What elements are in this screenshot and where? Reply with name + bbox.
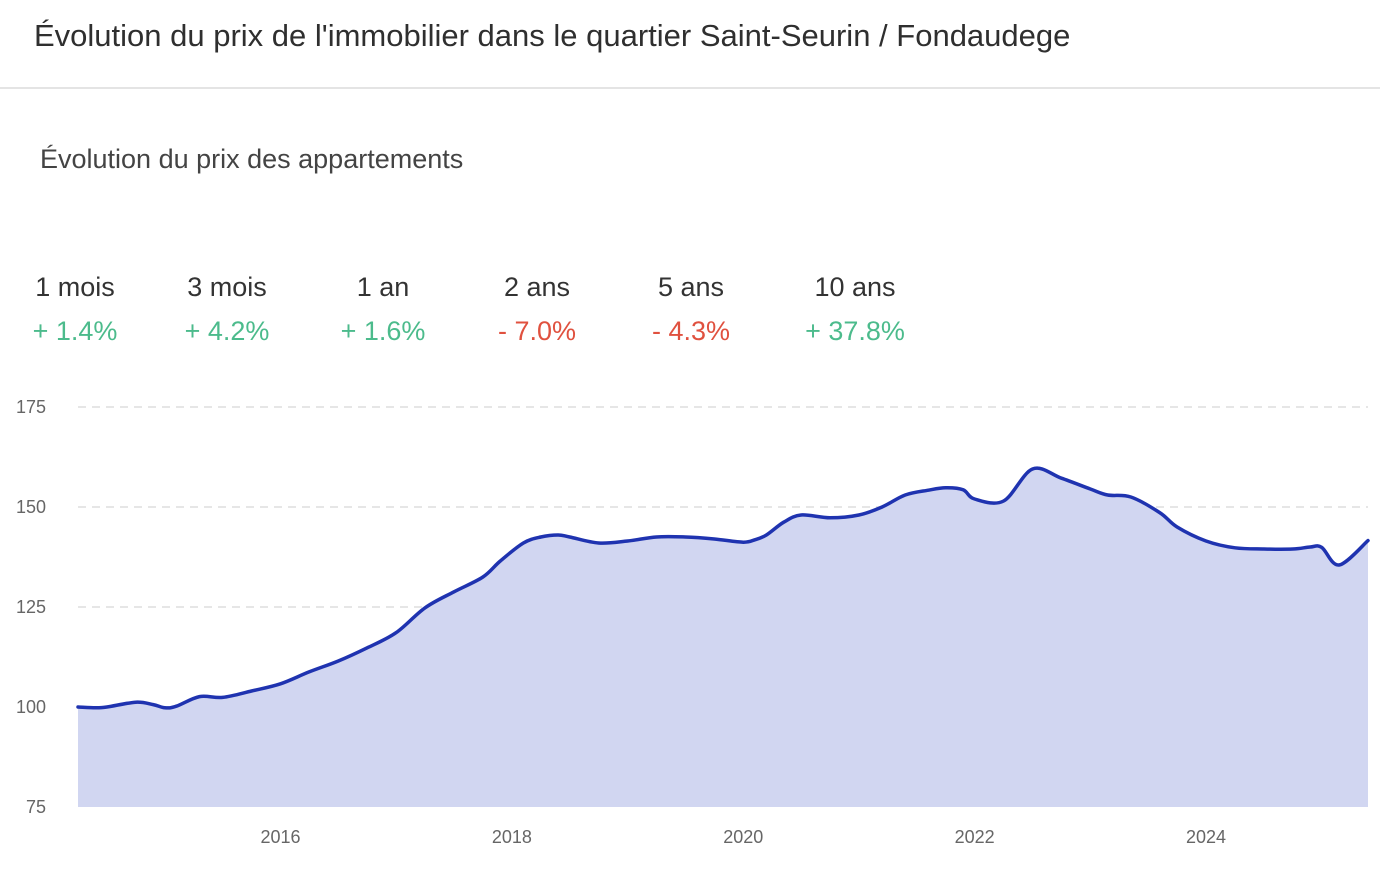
x-tick-label: 2020: [723, 827, 763, 847]
y-tick-label: 150: [16, 497, 46, 517]
y-tick-label: 75: [26, 797, 46, 817]
stat-2-ans: 2 ans - 7.0%: [462, 270, 612, 348]
stat-3-mois: 3 mois + 4.2%: [152, 270, 302, 348]
stat-label: 10 ans: [814, 272, 896, 302]
header: Évolution du prix de l'immobilier dans l…: [0, 0, 1380, 89]
y-axis-ticks: 175 150 125 100 75: [16, 397, 46, 817]
period-stats: 1 mois + 1.4% 3 mois + 4.2% 1 an + 1.6% …: [0, 270, 1000, 360]
stat-value: + 37.8%: [805, 316, 905, 346]
chart-subtitle: Évolution du prix des appartements: [40, 144, 464, 174]
stat-value: + 1.4%: [32, 316, 118, 346]
y-tick-label: 175: [16, 397, 46, 417]
stat-1-an: 1 an + 1.6%: [308, 270, 458, 348]
x-tick-label: 2022: [955, 827, 995, 847]
page-title: Évolution du prix de l'immobilier dans l…: [34, 18, 1071, 53]
x-tick-label: 2018: [492, 827, 532, 847]
stat-value: + 4.2%: [184, 316, 270, 346]
stat-value: - 4.3%: [651, 316, 731, 346]
stat-value: - 7.0%: [497, 316, 577, 346]
price-area-chart: 175 150 125 100 75 2016 2018 2020 2022 2024: [16, 397, 1370, 847]
x-tick-label: 2016: [260, 827, 300, 847]
y-tick-label: 125: [16, 597, 46, 617]
stat-1-mois: 1 mois + 1.4%: [0, 270, 150, 348]
price-area-fill: [78, 468, 1368, 807]
y-tick-label: 100: [16, 697, 46, 717]
stat-5-ans: 5 ans - 4.3%: [616, 270, 766, 348]
stat-label: 3 mois: [187, 272, 267, 302]
x-axis-ticks: 2016 2018 2020 2022 2024: [260, 827, 1226, 847]
stat-label: 5 ans: [657, 272, 725, 302]
price-area: [76, 466, 1370, 807]
stat-label: 1 an: [356, 272, 410, 302]
price-line: [76, 466, 1370, 710]
stat-label: 2 ans: [503, 272, 571, 302]
x-tick-label: 2024: [1186, 827, 1226, 847]
price-chart: 175 150 125 100 75 2016 2018 2020 2022 2024: [0, 380, 1380, 879]
stat-10-ans: 10 ans + 37.8%: [780, 270, 930, 348]
stat-label: 1 mois: [35, 272, 115, 302]
stat-value: + 1.6%: [340, 316, 426, 346]
